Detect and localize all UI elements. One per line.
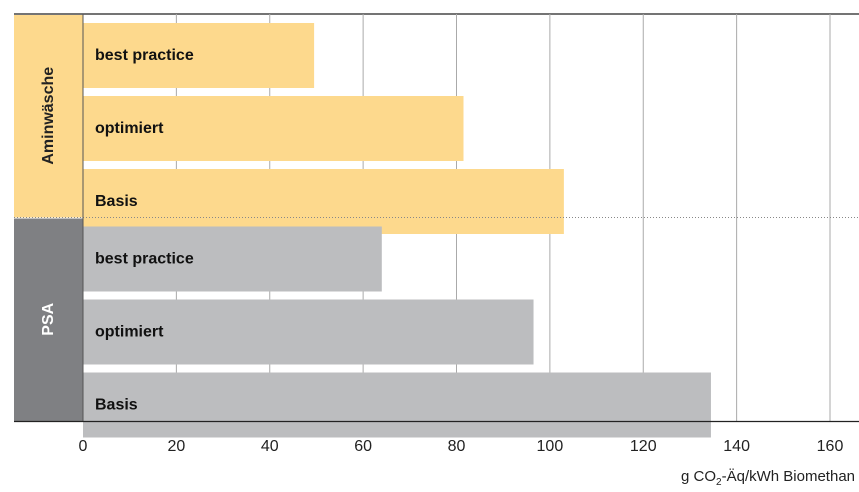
bar-label: optimiert — [95, 120, 164, 137]
x-tick-label: 140 — [723, 438, 750, 455]
bar — [83, 226, 382, 292]
bar-label: best practice — [95, 251, 194, 268]
x-tick-label: 40 — [261, 438, 279, 455]
bar-label: best practice — [95, 47, 194, 64]
group-label: Aminwäsche — [40, 67, 57, 165]
bar — [83, 169, 564, 234]
group-label-bg — [14, 15, 83, 218]
x-axis-title: g CO2-Äq/kWh Biomethan — [681, 468, 855, 488]
bar — [83, 23, 315, 88]
bar — [83, 299, 534, 365]
group-label: PSA — [40, 302, 57, 335]
x-tick-label: 20 — [167, 438, 185, 455]
group-label-bg — [14, 218, 83, 421]
x-tick-label: 80 — [448, 438, 466, 455]
x-tick-label: 120 — [630, 438, 657, 455]
x-tick-label: 60 — [354, 438, 372, 455]
bar-label: Basis — [95, 397, 138, 414]
bar — [83, 372, 711, 438]
bar-label: Basis — [95, 193, 138, 210]
bar — [83, 96, 464, 161]
x-tick-label: 100 — [537, 438, 564, 455]
x-tick-label: 0 — [79, 438, 88, 455]
x-tick-label: 160 — [817, 438, 844, 455]
bar-label: optimiert — [95, 324, 164, 341]
